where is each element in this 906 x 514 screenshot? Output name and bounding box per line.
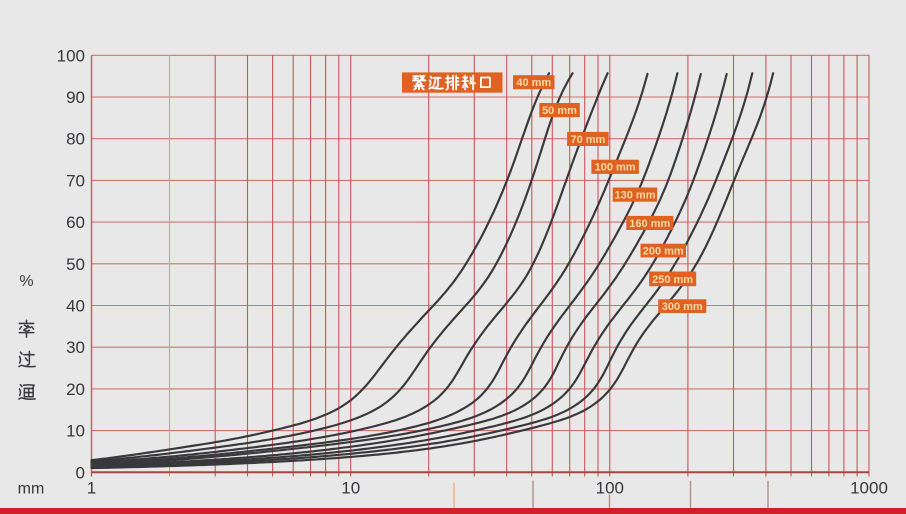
svg-text:70 mm: 70 mm <box>570 134 605 146</box>
svg-text:100: 100 <box>57 46 85 65</box>
svg-text:10: 10 <box>341 479 360 498</box>
svg-text:1000: 1000 <box>850 479 888 498</box>
svg-text:10: 10 <box>66 422 85 441</box>
svg-text:130 mm: 130 mm <box>615 190 656 202</box>
svg-text:30: 30 <box>66 338 85 357</box>
svg-text:160 mm: 160 mm <box>629 218 670 230</box>
svg-text:300 mm: 300 mm <box>662 301 703 313</box>
svg-text:40: 40 <box>66 297 85 316</box>
svg-text:70: 70 <box>66 171 85 190</box>
svg-text:90: 90 <box>66 88 85 107</box>
svg-text:1: 1 <box>87 479 96 498</box>
svg-text:200 mm: 200 mm <box>643 245 684 257</box>
svg-text:50 mm: 50 mm <box>542 105 577 117</box>
svg-text:40 mm: 40 mm <box>516 77 551 89</box>
svg-text:50: 50 <box>66 255 85 274</box>
svg-text:0: 0 <box>76 463 85 482</box>
svg-text:250 mm: 250 mm <box>652 274 693 286</box>
svg-text:100: 100 <box>596 479 624 498</box>
svg-text:%: % <box>19 273 33 290</box>
svg-text:100 mm: 100 mm <box>595 162 636 174</box>
svg-text:mm: mm <box>18 481 45 498</box>
svg-text:80: 80 <box>66 130 85 149</box>
svg-text:20: 20 <box>66 380 85 399</box>
svg-text:60: 60 <box>66 213 85 232</box>
